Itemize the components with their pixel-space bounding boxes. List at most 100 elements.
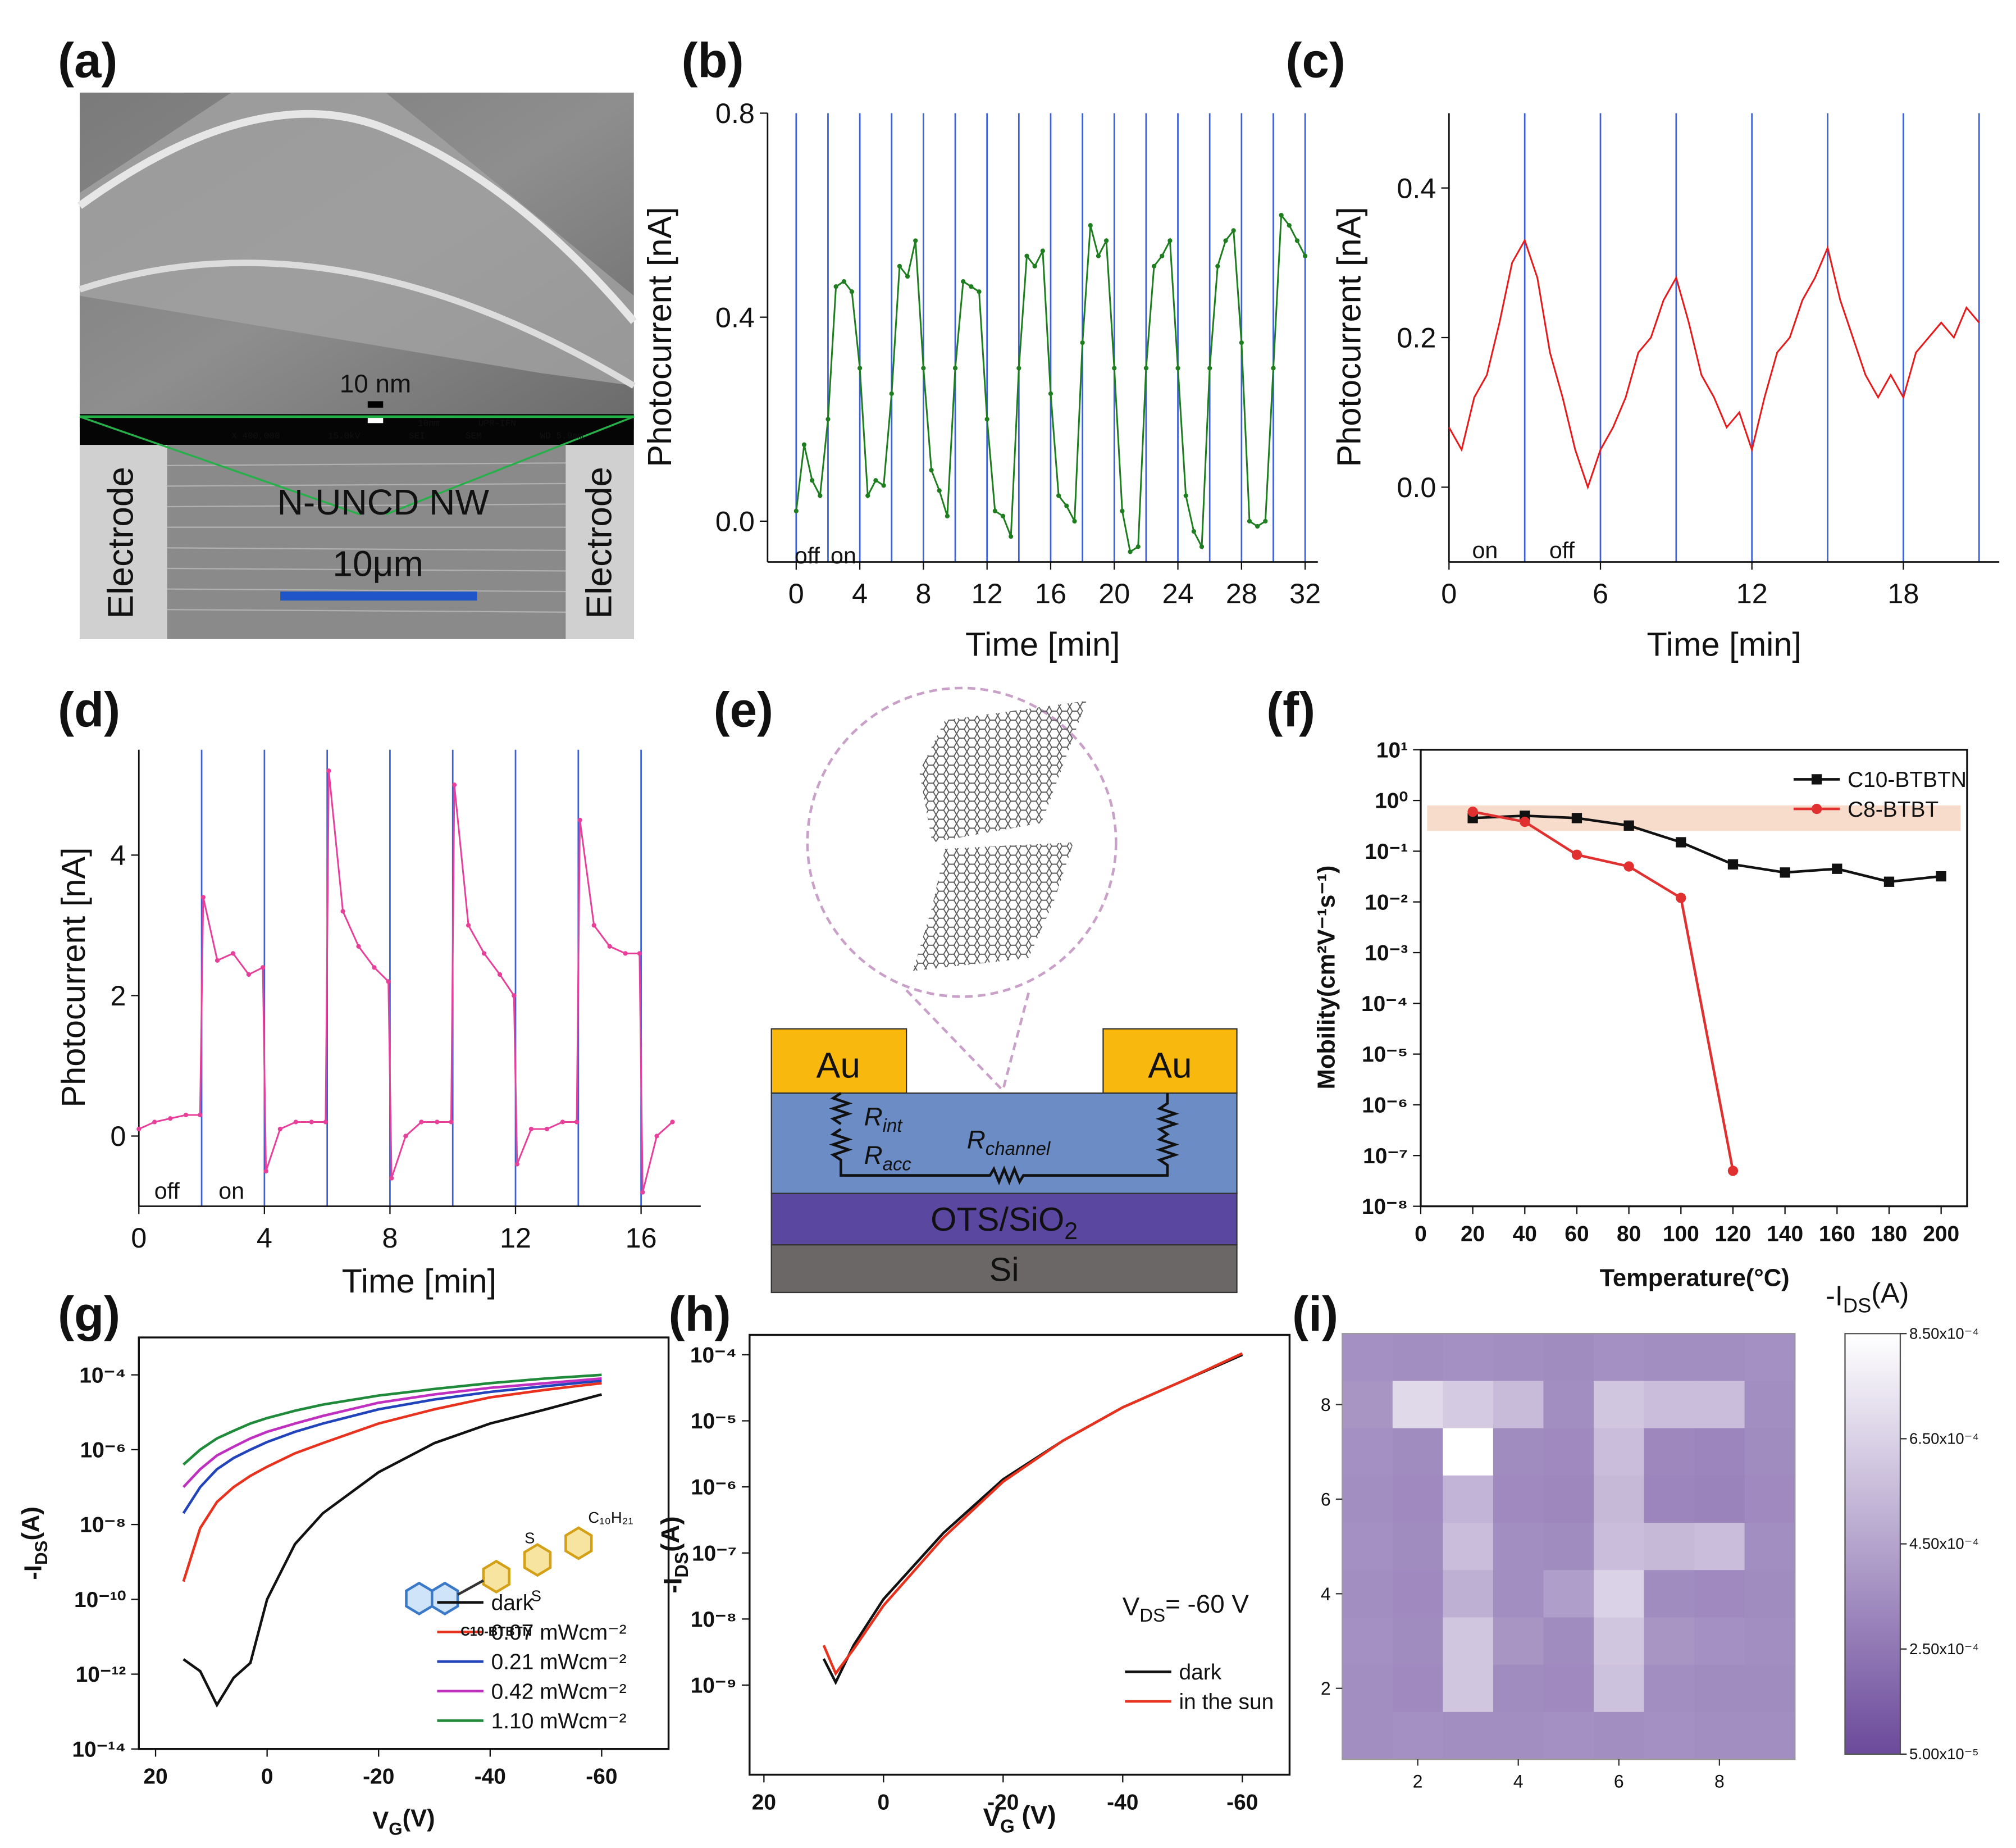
heatmap-cell: [1694, 1428, 1745, 1476]
x-tick-label: 0: [261, 1765, 273, 1789]
annotation: on: [1472, 538, 1498, 563]
x-axis-label-part: V: [983, 1803, 1001, 1832]
nanowire-edge: [77, 110, 637, 324]
marker: [323, 1119, 328, 1125]
annotation: off: [154, 1178, 180, 1204]
y-axis-label-part: (A): [656, 1516, 685, 1552]
colorbar-label-part: DS: [1843, 1294, 1871, 1317]
contact-label: Au: [817, 1045, 860, 1086]
molecule: [405, 1526, 593, 1615]
marker: [1215, 263, 1220, 268]
heatmap-cell: [1342, 1712, 1393, 1760]
y-tick-label: 10⁻⁶: [691, 1476, 737, 1500]
marker: [1143, 366, 1149, 371]
sem-panel: [77, 92, 637, 639]
heatmap-cell: [1392, 1664, 1444, 1713]
panel-label: (c): [1286, 33, 1345, 88]
marker: [403, 1134, 408, 1139]
x-tick-label: 8: [915, 577, 931, 609]
y-tick-label: 0.2: [1397, 322, 1436, 354]
scale-bar: [367, 416, 384, 424]
x-tick-label: 200: [1923, 1222, 1959, 1246]
marker: [1780, 867, 1790, 878]
plot-frame: [1420, 749, 1968, 1208]
plot-frame: [138, 1336, 670, 1750]
x-tick-label: 6: [1614, 1771, 1624, 1791]
marker: [451, 782, 457, 788]
marker: [277, 1126, 282, 1132]
marker: [198, 1112, 203, 1118]
heatmap-cell: [1744, 1712, 1796, 1760]
panel-label: (e): [714, 683, 773, 738]
x-tick-label: 20: [1098, 577, 1130, 609]
legend-label: C10-BTBTN: [1848, 768, 1967, 792]
layer-label: OTS/SiO2: [931, 1200, 1078, 1245]
x-tick-label: 20: [143, 1765, 167, 1789]
dielectric-layer: [770, 1192, 1238, 1246]
marker: [386, 979, 391, 984]
x-axis-label-part: (V): [403, 1805, 435, 1832]
marker: [512, 993, 517, 998]
marker: [607, 944, 612, 949]
marker: [1263, 518, 1268, 524]
heatmap-cell: [1443, 1712, 1494, 1760]
x-tick-label: 180: [1871, 1222, 1908, 1246]
marker: [260, 965, 266, 970]
nanowire-label: N-UNCD NW: [277, 482, 490, 522]
colorbar-tick-label: 5.00x10⁻⁵: [1909, 1745, 1979, 1763]
resistor-label: Rint: [864, 1102, 904, 1136]
guide-line: [385, 416, 635, 516]
series-line: [822, 1353, 1243, 1686]
marker: [1199, 544, 1205, 549]
heatmap-cell: [1744, 1617, 1796, 1665]
x-axis-label: VG(V): [372, 1805, 435, 1838]
y-tick-label: 10⁻⁴: [690, 1344, 737, 1368]
lattice: [919, 700, 1087, 843]
marker: [230, 951, 236, 956]
heatmap-cell: [1694, 1333, 1745, 1382]
heatmap-cell: [1392, 1523, 1444, 1571]
marker: [449, 1119, 454, 1125]
plot-frame: [749, 1333, 1291, 1776]
marker: [897, 263, 902, 268]
heatmap-cell: [1694, 1712, 1745, 1760]
x-axis-label-part: (V): [1015, 1801, 1056, 1829]
y-tick-label: 10⁻⁴: [79, 1363, 126, 1387]
x-tick-label: 120: [1715, 1222, 1752, 1246]
marker: [544, 1126, 550, 1132]
x-tick-label: 8: [382, 1222, 398, 1254]
marker: [1175, 366, 1180, 371]
y-tick-label: 10⁻¹⁴: [72, 1737, 126, 1761]
legend-marker: [1811, 774, 1822, 785]
marker: [929, 467, 934, 473]
device-panel: [770, 686, 1238, 1294]
heatmap-cell: [1644, 1712, 1695, 1760]
marker: [1832, 863, 1842, 874]
y-tick-label: 10⁻⁹: [691, 1674, 737, 1698]
contact-label: Au: [1148, 1045, 1192, 1086]
y-tick-label: 10⁻⁵: [691, 1409, 737, 1433]
heatmap-cell: [1493, 1475, 1544, 1524]
y-axis-label: -IDS(A): [17, 1506, 51, 1580]
annotation: VDS= -60 V: [1123, 1590, 1249, 1626]
y-axis-label-part: (A): [17, 1506, 44, 1540]
x-axis-label: Temperature(°C): [1600, 1264, 1790, 1291]
marker: [961, 279, 966, 284]
marker: [1112, 366, 1117, 371]
heatmap-cell: [1392, 1333, 1444, 1382]
heatmap-cell: [1644, 1664, 1695, 1713]
marker: [984, 417, 989, 422]
y-tick-label: 10⁻¹: [1365, 840, 1408, 864]
heatmap-cell: [1543, 1570, 1595, 1618]
x-axis-label: Time [min]: [1646, 626, 1801, 663]
x-tick-label: 16: [626, 1222, 657, 1254]
scale-bar: [367, 401, 384, 408]
x-axis-label-part: V: [372, 1808, 389, 1835]
legend-label: 1.10 mWcm⁻²: [491, 1709, 627, 1733]
x-tick-label: 60: [1565, 1222, 1589, 1246]
heatmap-cell: [1644, 1381, 1695, 1429]
sem-info: SEM: [466, 431, 482, 441]
scale-bar-label: 10 nm: [340, 369, 411, 398]
heatmap-cell: [1443, 1617, 1494, 1665]
marker: [1571, 849, 1582, 860]
